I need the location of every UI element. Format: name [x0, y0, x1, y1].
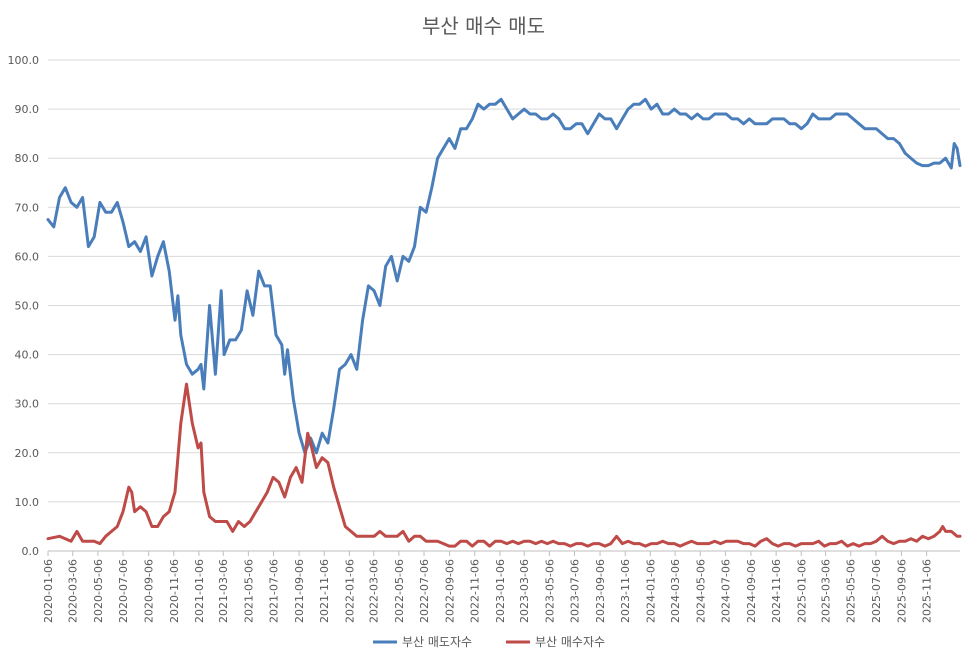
x-tick-label: 2022-11-06: [469, 559, 482, 623]
legend: 부산 매도자수 부산 매수자수: [373, 635, 605, 649]
y-tick-label: 70.0: [15, 201, 40, 214]
x-tick-label: 2024-01-06: [644, 559, 657, 623]
legend-label: 부산 매도자수: [402, 635, 472, 649]
x-tick-label: 2022-07-06: [418, 559, 431, 623]
y-tick-label: 50.0: [15, 300, 40, 313]
y-tick-label: 0.0: [22, 545, 40, 558]
x-tick-label: 2023-01-06: [494, 559, 507, 623]
x-tick-label: 2025-01-06: [795, 559, 808, 623]
x-tick-label: 2021-05-06: [242, 559, 255, 623]
x-tick-label: 2025-11-06: [921, 559, 934, 623]
x-tick-label: 2022-01-06: [343, 559, 356, 623]
x-tick-label: 2020-05-06: [92, 559, 105, 623]
x-tick-label: 2024-03-06: [669, 559, 682, 623]
x-tick-label: 2023-09-06: [594, 559, 607, 623]
x-tick-label: 2025-03-06: [820, 559, 833, 623]
series-line-sell: [46, 97, 962, 455]
legend-label: 부산 매수자수: [535, 635, 605, 649]
y-tick-label: 100.0: [8, 54, 40, 67]
x-tick-label: 2021-03-06: [217, 559, 230, 623]
series-line-buy: [46, 382, 962, 548]
series-lines: [46, 97, 962, 548]
x-tick-label: 2023-07-06: [569, 559, 582, 623]
x-tick-label: 2024-05-06: [694, 559, 707, 623]
x-tick-label: 2023-11-06: [619, 559, 632, 623]
y-tick-label: 90.0: [15, 103, 40, 116]
x-tick-label: 2025-05-06: [845, 559, 858, 623]
x-tick-label: 2021-01-06: [193, 559, 206, 623]
x-tick-label: 2020-07-06: [117, 559, 130, 623]
y-tick-label: 40.0: [15, 349, 40, 362]
x-tick-label: 2024-09-06: [745, 559, 758, 623]
chart-title: 부산 매수 매도: [421, 14, 546, 38]
y-tick-label: 30.0: [15, 398, 40, 411]
x-tick-label: 2024-11-06: [770, 559, 783, 623]
x-tick-label: 2021-09-06: [293, 559, 306, 623]
x-tick-label: 2024-07-06: [719, 559, 732, 623]
x-tick-label: 2020-01-06: [42, 559, 55, 623]
gridlines: [48, 59, 960, 552]
axes: 0.0 10.0 20.0 30.0 40.0 50.0 60.0 70.0 80.0 90.0 1…: [8, 54, 934, 623]
x-tick-label: 2025-09-06: [895, 559, 908, 623]
x-tick-label: 2020-03-06: [67, 559, 80, 623]
x-tick-label: 2020-09-06: [143, 559, 156, 623]
x-tick-label: 2025-07-06: [870, 559, 883, 623]
y-tick-label: 80.0: [15, 152, 40, 165]
x-tick-label: 2022-05-06: [393, 559, 406, 623]
x-tick-label: 2023-03-06: [518, 559, 531, 623]
x-tick-label: 2021-11-06: [318, 559, 331, 623]
x-tick-label: 2022-03-06: [368, 559, 381, 623]
x-tick-label: 2022-09-06: [444, 559, 457, 623]
y-tick-label: 10.0: [15, 496, 40, 509]
y-tick-label: 20.0: [15, 447, 40, 460]
y-tick-label: 60.0: [15, 250, 40, 263]
x-tick-label: 2020-11-06: [168, 559, 181, 623]
x-tick-label: 2021-07-06: [268, 559, 281, 623]
x-tick-label: 2023-05-06: [543, 559, 556, 623]
